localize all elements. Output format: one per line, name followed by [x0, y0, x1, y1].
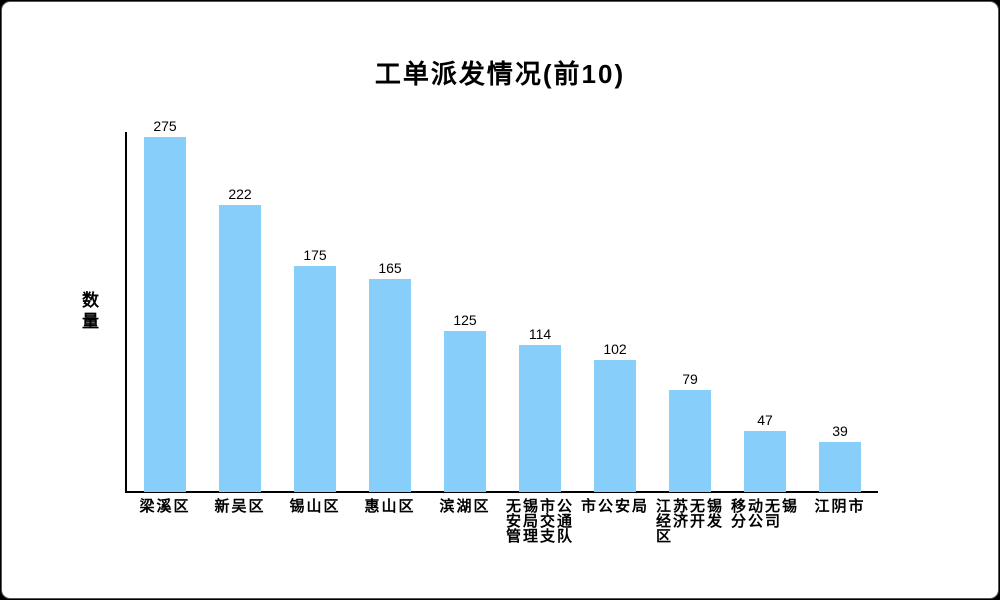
bar-1: [144, 137, 186, 492]
value-label-5: 125: [453, 312, 477, 328]
bar-5: [444, 331, 486, 492]
y-axis-line: [125, 132, 127, 493]
value-label-3: 175: [303, 247, 327, 263]
value-label-8: 79: [682, 371, 698, 387]
category-label-5: 滨湖区: [439, 498, 491, 515]
category-label-7: 市公安局: [580, 498, 650, 515]
category-label-6: 无锡市公 安局交通 管理支队: [505, 498, 575, 545]
chart-title: 工单派发情况(前10): [374, 59, 626, 89]
value-label-1: 275: [153, 118, 177, 134]
value-label-7: 102: [603, 341, 627, 357]
category-label-8: 江苏无锡 经济开发区: [655, 498, 725, 545]
category-label-10: 江阴市: [814, 498, 866, 515]
bar-8: [669, 390, 711, 492]
bar-6: [519, 345, 561, 492]
value-label-9: 47: [757, 412, 773, 428]
bar-9: [744, 431, 786, 492]
value-label-2: 222: [228, 186, 252, 202]
category-label-9: 移动无锡 分公司: [730, 498, 800, 530]
bar-2: [219, 205, 261, 492]
category-label-2: 新吴区: [214, 498, 266, 515]
category-label-4: 惠山区: [364, 498, 416, 515]
bar-4: [369, 279, 411, 492]
bar-10: [819, 442, 861, 492]
value-label-4: 165: [378, 260, 402, 276]
bar-7: [594, 360, 636, 492]
bar-3: [294, 266, 336, 492]
x-axis-line: [125, 491, 878, 493]
category-label-1: 梁溪区: [139, 498, 191, 515]
value-label-6: 114: [528, 326, 552, 342]
y-axis-label: 数量: [79, 291, 98, 333]
category-label-3: 锡山区: [289, 498, 341, 515]
value-label-10: 39: [832, 423, 848, 439]
